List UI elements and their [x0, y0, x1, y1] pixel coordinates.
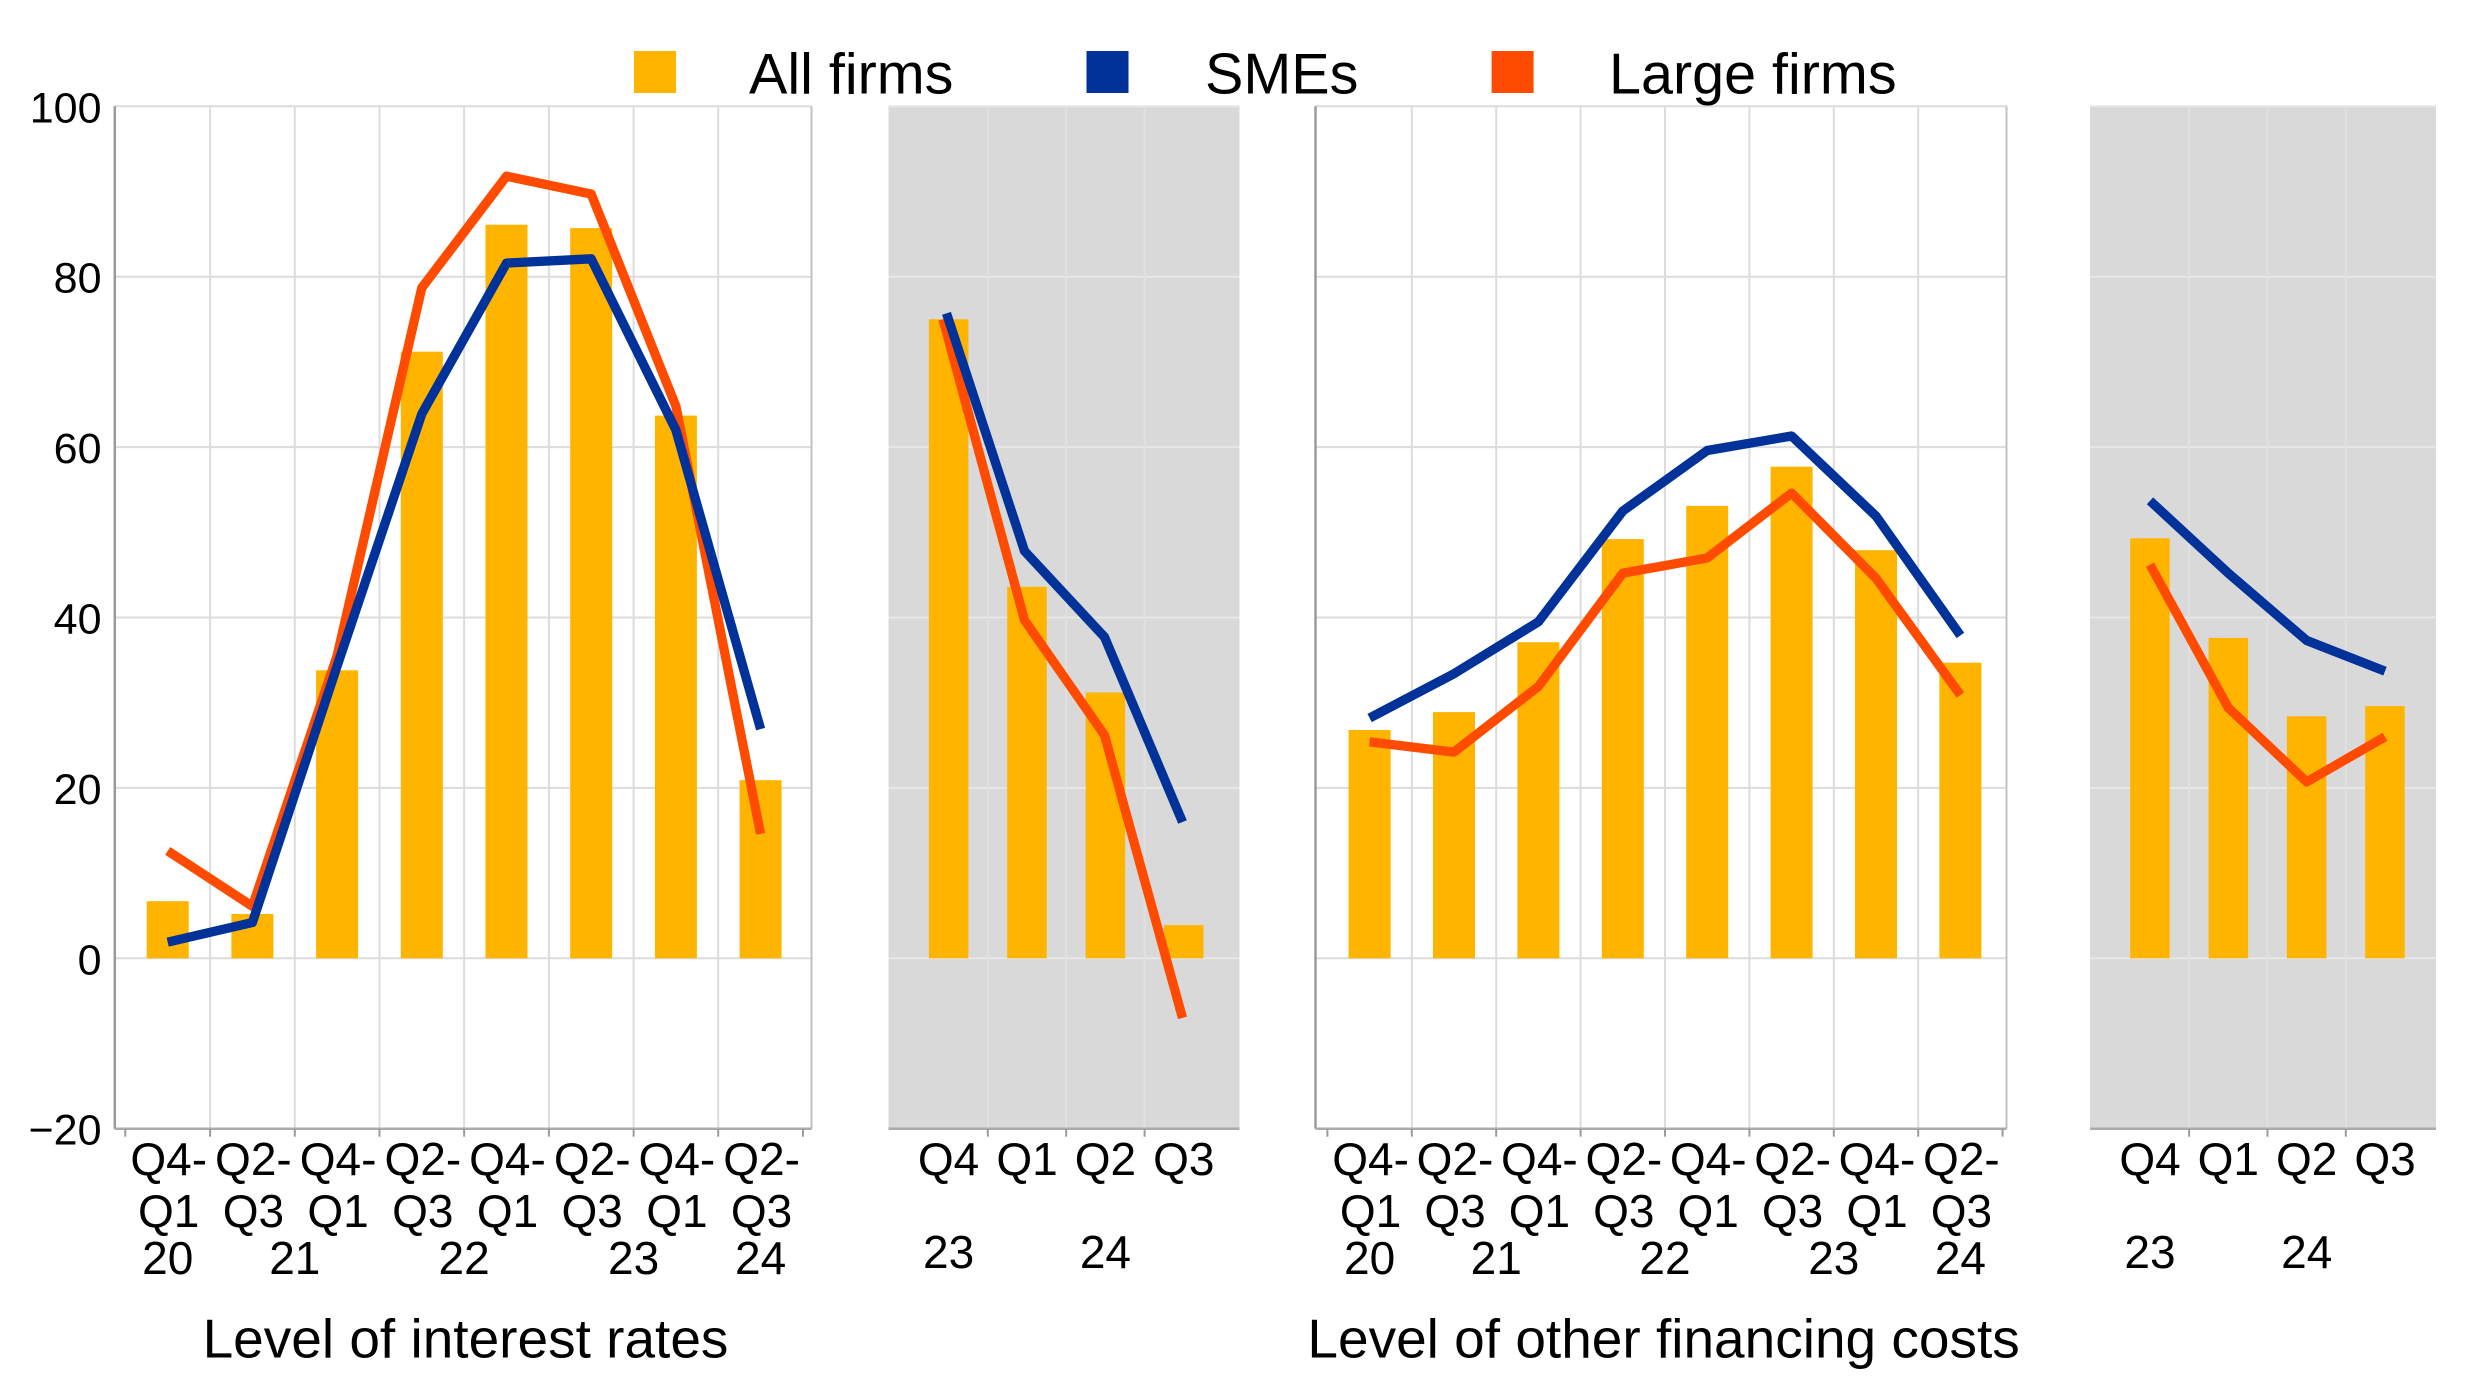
svg-text:Q4: Q4 — [2119, 1133, 2180, 1185]
svg-text:Q1: Q1 — [1846, 1185, 1907, 1237]
svg-text:24: 24 — [735, 1232, 786, 1284]
svg-text:Q1: Q1 — [2198, 1133, 2259, 1185]
svg-text:Q1: Q1 — [307, 1185, 368, 1237]
svg-text:Q2: Q2 — [2276, 1133, 2337, 1185]
svg-text:Q2-: Q2- — [1923, 1133, 2000, 1185]
svg-text:Q1: Q1 — [138, 1185, 199, 1237]
svg-text:24: 24 — [1080, 1226, 1131, 1278]
svg-text:23: 23 — [923, 1226, 974, 1278]
svg-text:0: 0 — [78, 936, 102, 984]
svg-text:22: 22 — [439, 1232, 490, 1284]
svg-text:Q3: Q3 — [1593, 1185, 1654, 1237]
svg-text:Q3: Q3 — [1153, 1133, 1214, 1185]
svg-text:Q1: Q1 — [1678, 1185, 1739, 1237]
svg-text:20: 20 — [142, 1232, 193, 1284]
svg-text:Q3: Q3 — [392, 1185, 453, 1237]
svg-text:Q2: Q2 — [1075, 1133, 1136, 1185]
svg-text:Q3: Q3 — [2354, 1133, 2415, 1185]
svg-text:23: 23 — [608, 1232, 659, 1284]
svg-text:Q4: Q4 — [918, 1133, 979, 1185]
svg-text:22: 22 — [1639, 1232, 1690, 1284]
svg-text:Large firms: Large firms — [1609, 43, 1897, 107]
svg-text:Q2-: Q2- — [215, 1133, 292, 1185]
svg-text:Q4-: Q4- — [1332, 1133, 1409, 1185]
svg-text:Q4-: Q4- — [130, 1133, 207, 1185]
svg-text:Q4-: Q4- — [300, 1133, 377, 1185]
svg-text:20: 20 — [1344, 1232, 1395, 1284]
svg-text:Q3: Q3 — [731, 1185, 792, 1237]
svg-text:Level of interest rates: Level of interest rates — [203, 1308, 729, 1370]
svg-text:24: 24 — [2281, 1226, 2332, 1278]
svg-text:Q4-: Q4- — [469, 1133, 546, 1185]
svg-text:23: 23 — [1808, 1232, 1859, 1284]
svg-text:Q2-: Q2- — [1585, 1133, 1662, 1185]
svg-text:Q4-: Q4- — [1670, 1133, 1747, 1185]
svg-text:Q4-: Q4- — [639, 1133, 716, 1185]
svg-text:Q1: Q1 — [646, 1185, 707, 1237]
svg-text:−20: −20 — [29, 1107, 102, 1155]
svg-text:21: 21 — [269, 1232, 320, 1284]
svg-text:24: 24 — [1935, 1232, 1986, 1284]
svg-text:Q1: Q1 — [1340, 1185, 1401, 1237]
svg-text:Q1: Q1 — [996, 1133, 1057, 1185]
svg-text:Q3: Q3 — [1931, 1185, 1992, 1237]
svg-text:Q2-: Q2- — [554, 1133, 631, 1185]
svg-text:Q4-: Q4- — [1839, 1133, 1916, 1185]
svg-text:Q2-: Q2- — [1417, 1133, 1494, 1185]
svg-text:Q2-: Q2- — [1754, 1133, 1831, 1185]
svg-text:Q4-: Q4- — [1501, 1133, 1578, 1185]
svg-text:Level of other financing costs: Level of other financing costs — [1307, 1308, 2019, 1370]
svg-text:Q3: Q3 — [562, 1185, 623, 1237]
svg-text:Q1: Q1 — [477, 1185, 538, 1237]
svg-text:80: 80 — [54, 255, 102, 303]
svg-text:Q3: Q3 — [1762, 1185, 1823, 1237]
svg-text:SMEs: SMEs — [1205, 43, 1358, 107]
svg-text:23: 23 — [2124, 1226, 2175, 1278]
svg-text:Q2-: Q2- — [384, 1133, 461, 1185]
svg-text:100: 100 — [30, 84, 102, 132]
svg-text:Q3: Q3 — [223, 1185, 284, 1237]
svg-text:21: 21 — [1471, 1232, 1522, 1284]
svg-text:Q2-: Q2- — [723, 1133, 800, 1185]
svg-text:Q3: Q3 — [1424, 1185, 1485, 1237]
svg-text:All firms: All firms — [749, 43, 953, 107]
svg-text:40: 40 — [54, 596, 102, 644]
svg-text:60: 60 — [54, 425, 102, 473]
svg-text:Q1: Q1 — [1509, 1185, 1570, 1237]
svg-text:20: 20 — [54, 766, 102, 814]
